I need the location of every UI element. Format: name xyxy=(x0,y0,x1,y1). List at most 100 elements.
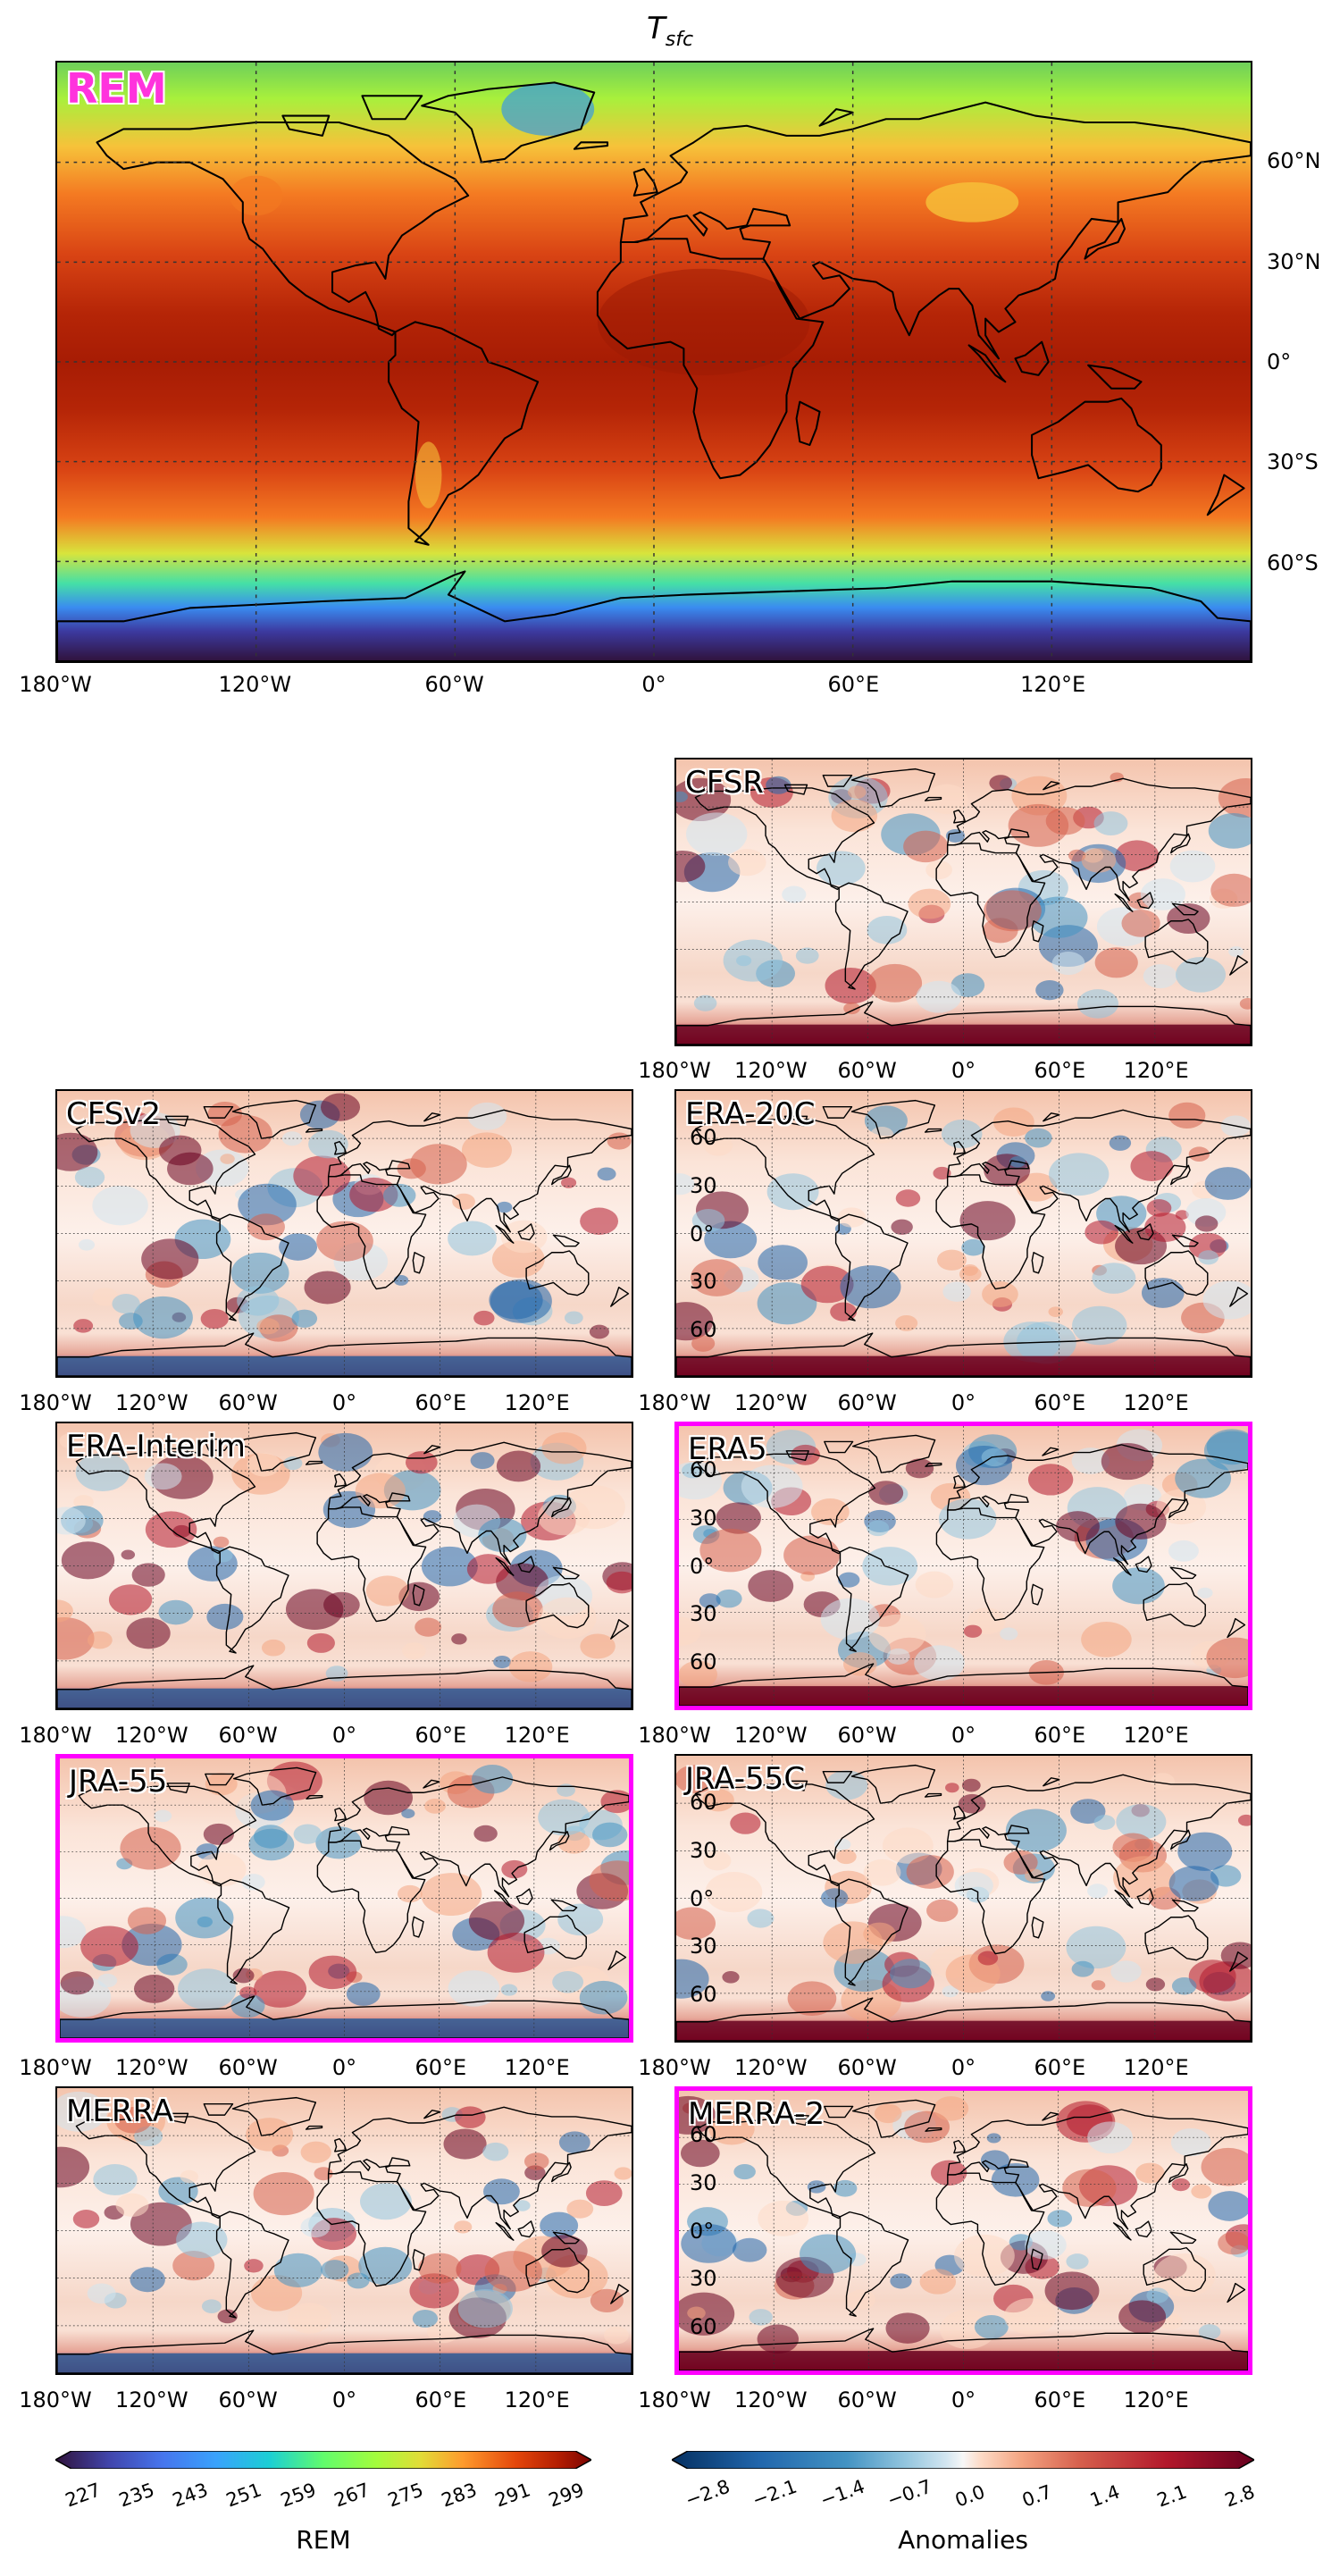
colorbar-anomalies-tick: 0.0 xyxy=(951,2480,988,2512)
gridlines xyxy=(57,2088,632,2373)
small-x-tick: 60°W xyxy=(218,2055,278,2080)
small-x-tick: 60°E xyxy=(1034,1723,1086,1748)
small-x-tick: 60°E xyxy=(1034,1390,1086,1415)
map-panel-jra55c: JRA-55C xyxy=(674,1754,1252,2043)
map-panel-jra55: JRA-55 xyxy=(55,1754,633,2043)
small-x-tick: 120°E xyxy=(1123,1058,1189,1083)
small-x-tick: 0° xyxy=(951,2387,976,2412)
map-panel-rem: REM xyxy=(55,61,1252,663)
small-x-tick: 60°W xyxy=(837,1058,897,1083)
colorbar-anomalies-tick: −2.8 xyxy=(683,2475,733,2512)
panel-label-cfsr: CFSR xyxy=(685,765,764,801)
rem-y-tick: 60°S xyxy=(1267,550,1319,575)
small-x-tick: 0° xyxy=(951,2055,976,2080)
panel-label-cfsv2: CFSv2 xyxy=(66,1096,162,1132)
small-x-tick: 60°E xyxy=(1034,2055,1086,2080)
small-x-tick: 120°W xyxy=(734,2387,808,2412)
rem-y-tick: 30°N xyxy=(1267,248,1321,274)
coastlines xyxy=(57,1431,632,1708)
small-y-tick: 0° xyxy=(690,1221,715,1246)
colorbar-anomalies-tick: 2.1 xyxy=(1154,2480,1190,2512)
panel-label-jra55c: JRA-55C xyxy=(685,1761,806,1797)
colorbar-rem-bar xyxy=(54,2450,593,2470)
map-panel-erainterim: ERA-Interim xyxy=(55,1422,633,1710)
map-panel-merra: MERRA xyxy=(55,2086,633,2375)
small-x-tick: 60°W xyxy=(218,1390,278,1415)
map-panel-era5: ERA5 xyxy=(674,1422,1252,1710)
small-x-tick: 0° xyxy=(331,1390,357,1415)
small-x-tick: 120°W xyxy=(115,2055,188,2080)
gridlines xyxy=(57,1423,632,1708)
panel-label-erainterim: ERA-Interim xyxy=(66,1429,246,1464)
gridlines xyxy=(679,1426,1248,1706)
small-x-tick: 120°W xyxy=(115,2387,188,2412)
colorbar-anomalies-tick: −2.1 xyxy=(750,2475,800,2512)
colorbar-rem-tick: 251 xyxy=(223,2479,265,2512)
panel-label-era5: ERA5 xyxy=(688,1431,767,1467)
small-y-tick: 60 xyxy=(690,2121,717,2147)
colorbar-rem-label: REM xyxy=(296,2525,351,2555)
small-x-tick: 120°E xyxy=(1123,1723,1189,1748)
small-x-tick: 120°E xyxy=(1123,2387,1189,2412)
small-x-tick: 0° xyxy=(951,1723,976,1748)
small-x-tick: 180°W xyxy=(638,2055,711,2080)
small-x-tick: 120°E xyxy=(504,2055,570,2080)
small-y-tick: 30 xyxy=(690,1269,717,1295)
small-x-tick: 60°E xyxy=(415,1390,467,1415)
small-x-tick: 120°W xyxy=(734,2055,808,2080)
small-x-tick: 60°W xyxy=(218,2387,278,2412)
colorbar-anomalies-label: Anomalies xyxy=(898,2525,1028,2555)
colorbar-rem-tick: 259 xyxy=(277,2479,319,2512)
colorbar-anomalies-bar xyxy=(670,2450,1256,2470)
small-y-tick: 60 xyxy=(690,1789,717,1815)
map-canvas xyxy=(679,1426,1248,1706)
map-panel-merra2: MERRA-2 xyxy=(674,2086,1252,2375)
map-panel-cfsv2: CFSv2 xyxy=(55,1089,633,1378)
map-canvas xyxy=(676,759,1251,1045)
small-x-tick: 120°W xyxy=(734,1723,808,1748)
rem-x-tick: 60°W xyxy=(424,672,484,697)
colorbar-rem xyxy=(54,2450,593,2470)
small-y-tick: 60 xyxy=(690,2314,717,2340)
small-x-tick: 0° xyxy=(331,2387,357,2412)
rem-x-tick: 120°E xyxy=(1020,672,1086,697)
colorbar-rem-tick: 299 xyxy=(546,2479,588,2512)
coastlines xyxy=(57,1099,632,1376)
small-x-tick: 180°W xyxy=(638,1390,711,1415)
small-y-tick: 60 xyxy=(690,1649,717,1675)
small-x-tick: 0° xyxy=(951,1058,976,1083)
colorbar-rem-tick: 283 xyxy=(439,2479,480,2512)
small-x-tick: 0° xyxy=(951,1390,976,1415)
map-canvas xyxy=(676,1756,1251,2041)
map-panel-era20c: ERA-20C xyxy=(674,1089,1252,1378)
small-x-tick: 120°W xyxy=(734,1058,808,1083)
panel-label-merra: MERRA xyxy=(66,2094,173,2129)
colorbar-rem-tick: 243 xyxy=(170,2479,212,2512)
panel-label-rem: REM xyxy=(66,64,167,113)
small-x-tick: 180°W xyxy=(19,1723,92,1748)
small-y-tick: 30 xyxy=(690,2169,717,2195)
small-y-tick: 60 xyxy=(690,1982,717,2008)
small-x-tick: 60°W xyxy=(218,1723,278,1748)
small-x-tick: 120°E xyxy=(504,2387,570,2412)
gridlines xyxy=(676,759,1251,1045)
rem-y-tick: 0° xyxy=(1267,349,1292,374)
rem-y-tick: 60°N xyxy=(1267,148,1321,174)
small-y-tick: 60 xyxy=(690,1317,717,1343)
map-canvas xyxy=(57,2088,632,2373)
panel-label-era20c: ERA-20C xyxy=(685,1096,816,1132)
colorbar-anomalies-tick: 1.4 xyxy=(1086,2480,1123,2512)
map-panel-cfsr: CFSR xyxy=(674,758,1252,1046)
colorbar-anomalies-tick: −1.4 xyxy=(817,2475,868,2512)
small-x-tick: 60°E xyxy=(415,2387,467,2412)
gridlines xyxy=(57,1091,632,1376)
small-x-tick: 120°W xyxy=(734,1390,808,1415)
small-x-tick: 60°W xyxy=(837,1723,897,1748)
small-x-tick: 60°E xyxy=(1034,1058,1086,1083)
figure-title: Tsfc xyxy=(646,11,694,51)
colorbar-anomalies-tick: 0.7 xyxy=(1019,2480,1055,2512)
gridlines xyxy=(60,1758,629,2038)
small-y-tick: 0° xyxy=(690,1885,715,1911)
map-canvas xyxy=(676,1091,1251,1376)
small-x-tick: 60°W xyxy=(837,2387,897,2412)
